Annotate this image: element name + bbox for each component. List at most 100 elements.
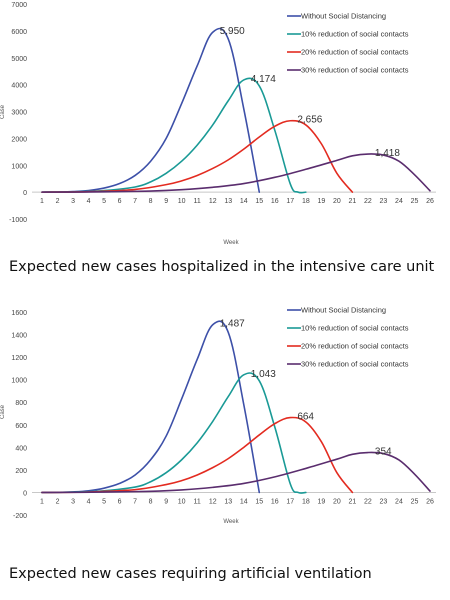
x-tick-label: 15	[255, 198, 263, 205]
y-tick-label: -200	[13, 513, 27, 520]
icu-chart-caption: Expected new cases hospitalized in the i…	[9, 259, 435, 275]
y-tick-label: -1000	[9, 217, 27, 224]
x-tick-label: 12	[209, 498, 217, 505]
peak-data-label: 5,950	[220, 26, 245, 37]
legend-label: 10% reduction of social contacts	[301, 30, 409, 39]
x-tick-label: 10	[178, 198, 186, 205]
legend-label: 20% reduction of social contacts	[301, 342, 409, 351]
legend-label: 30% reduction of social contacts	[301, 66, 409, 75]
y-tick-label: 400	[15, 445, 27, 452]
x-tick-label: 18	[302, 198, 310, 205]
x-tick-label: 26	[426, 198, 434, 205]
y-tick-label: 7000	[11, 2, 27, 9]
y-tick-label: 600	[15, 423, 27, 430]
y-axis-label: Case	[0, 104, 6, 119]
x-tick-label: 12	[209, 198, 217, 205]
peak-data-label: 1,043	[251, 369, 276, 380]
x-tick-label: 14	[240, 198, 248, 205]
x-tick-label: 4	[87, 498, 91, 505]
series-line	[41, 416, 354, 494]
x-tick-label: 21	[349, 198, 357, 205]
x-tick-label: 22	[364, 198, 372, 205]
legend-label: 30% reduction of social contacts	[301, 360, 409, 369]
x-tick-label: 1	[40, 498, 44, 505]
x-tick-label: 19	[317, 198, 325, 205]
x-tick-label: 2	[56, 198, 60, 205]
peak-data-label: 4,174	[251, 74, 276, 85]
series-line	[41, 451, 431, 494]
x-tick-label: 8	[149, 198, 153, 205]
y-tick-label: 1600	[11, 310, 27, 317]
x-tick-label: 5	[102, 498, 106, 505]
y-tick-label: 800	[15, 400, 27, 407]
x-tick-label: 23	[380, 198, 388, 205]
x-tick-label: 21	[349, 498, 357, 505]
y-tick-label: 5000	[11, 56, 27, 63]
peak-data-label: 664	[297, 412, 314, 423]
x-tick-label: 17	[286, 498, 294, 505]
y-tick-label: 1400	[11, 333, 27, 340]
x-tick-label: 16	[271, 198, 279, 205]
y-tick-label: 200	[15, 468, 27, 475]
x-tick-label: 3	[71, 198, 75, 205]
x-tick-label: 15	[255, 498, 263, 505]
x-tick-label: 16	[271, 498, 279, 505]
x-tick-label: 1	[40, 198, 44, 205]
legend-label: Without Social Distancing	[301, 12, 386, 21]
ventilation-chart-caption: Expected new cases requiring artificial …	[9, 566, 372, 582]
x-tick-label: 24	[395, 498, 403, 505]
y-tick-label: 0	[23, 190, 27, 197]
legend-label: Without Social Distancing	[301, 306, 386, 315]
x-tick-label: 24	[395, 198, 403, 205]
y-tick-label: 0	[23, 490, 27, 497]
x-tick-label: 7	[133, 198, 137, 205]
x-tick-label: 7	[133, 498, 137, 505]
y-tick-label: 4000	[11, 83, 27, 90]
x-tick-label: 11	[194, 198, 201, 205]
y-tick-label: 1000	[11, 378, 27, 385]
peak-data-label: 2,656	[297, 115, 322, 126]
x-tick-label: 25	[411, 198, 419, 205]
x-axis-label: Week	[223, 519, 239, 525]
x-tick-label: 13	[224, 198, 232, 205]
x-tick-label: 4	[87, 198, 91, 205]
x-tick-label: 22	[364, 498, 372, 505]
series-line	[41, 119, 354, 193]
series-line	[41, 320, 261, 494]
chart-legend: Without Social Distancing 10% reduction o…	[287, 12, 409, 75]
x-tick-label: 8	[149, 498, 153, 505]
series-line	[41, 27, 261, 193]
x-tick-label: 5	[102, 198, 106, 205]
x-tick-label: 20	[333, 498, 341, 505]
legend-label: 10% reduction of social contacts	[301, 324, 409, 333]
x-tick-label: 13	[224, 498, 232, 505]
series-line	[41, 153, 431, 193]
peak-data-label: 1,418	[375, 148, 400, 159]
x-tick-label: 14	[240, 498, 248, 505]
x-tick-label: 19	[317, 498, 325, 505]
series-line	[41, 372, 307, 494]
x-tick-label: 6	[118, 198, 122, 205]
peak-data-label: 1,487	[220, 319, 245, 330]
legend-label: 20% reduction of social contacts	[301, 48, 409, 57]
x-tick-label: 9	[164, 198, 168, 205]
x-axis-label: Week	[223, 240, 239, 246]
x-tick-label: 6	[118, 498, 122, 505]
x-tick-label: 26	[426, 498, 434, 505]
x-tick-label: 20	[333, 198, 341, 205]
x-tick-label: 2	[56, 498, 60, 505]
x-tick-label: 18	[302, 498, 310, 505]
chart-legend: Without Social Distancing 10% reduction o…	[287, 306, 409, 369]
y-tick-label: 1000	[11, 163, 27, 170]
x-tick-label: 10	[178, 498, 186, 505]
y-tick-label: 1200	[11, 355, 27, 362]
y-axis-label: Case	[0, 404, 6, 419]
y-tick-label: 3000	[11, 110, 27, 117]
x-tick-label: 11	[194, 498, 201, 505]
series-line	[41, 77, 307, 194]
x-tick-label: 3	[71, 498, 75, 505]
